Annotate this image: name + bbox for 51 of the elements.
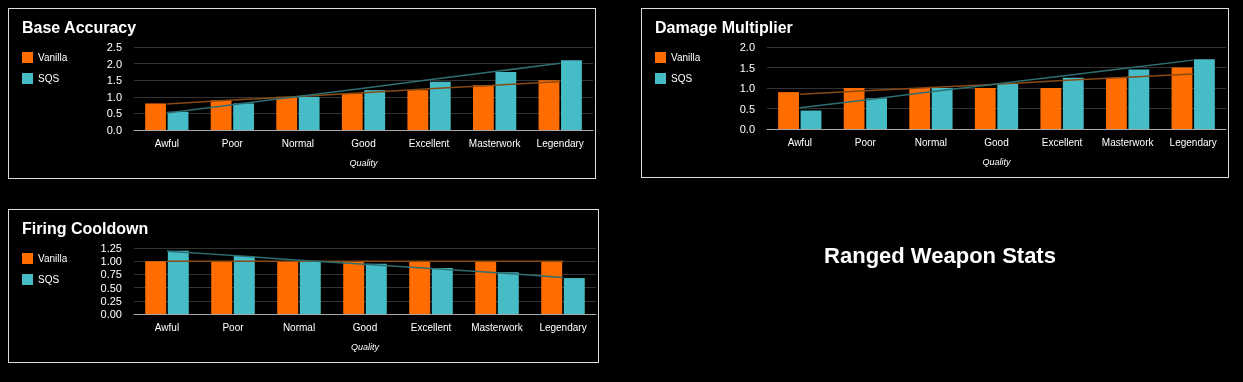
chart-title: Firing Cooldown [22,219,149,237]
x-tick-label: Poor [854,136,877,148]
x-tick-label: Masterwork [471,321,524,333]
y-tick-label: 2.0 [739,41,755,53]
x-axis-title: Quality [350,341,380,352]
x-tick-label: Normal [282,321,316,333]
x-tick-label: Excellent [1041,136,1083,148]
chart-title: Damage Multiplier [655,18,793,36]
y-tick-label: 1.5 [739,61,755,74]
x-tick-label: Poor [222,321,245,333]
y-tick-label: 0.0 [106,124,122,136]
y-tick-label: 2.5 [106,41,122,53]
y-tick-label: 2.0 [106,57,122,70]
y-tick-label: 1.0 [739,82,755,94]
legend-label: SQS [671,73,693,84]
x-tick-label: Good [351,137,376,149]
x-tick-label: Excellent [410,321,452,333]
y-tick-label: 0.75 [100,268,122,281]
y-tick-label: 1.0 [106,90,122,103]
legend-label: SQS [38,274,60,285]
y-tick-label: 0.5 [106,107,122,120]
y-tick-label: 1.00 [100,255,122,268]
chart-title: Base Accuracy [22,18,137,36]
x-tick-label: Good [984,136,1009,148]
y-tick-label: 0.25 [100,294,122,307]
text: Ranged Weapon Stats [824,242,1056,268]
x-tick-label: Poor [221,137,244,149]
x-tick-label: Masterwork [1101,136,1155,148]
legend-label: Vanilla [38,253,68,264]
legend-label: Vanilla [38,52,68,63]
x-tick-label: Normal [281,137,315,149]
legend-label: Vanilla [671,52,701,63]
x-tick-label: Good [352,321,378,333]
x-tick-label: Awful [154,321,180,333]
y-tick-label: 0.00 [100,308,122,320]
x-tick-label: Legendary [1169,136,1217,148]
x-axis-title: Quality [349,157,378,168]
x-tick-label: Awful [787,136,812,148]
x-tick-label: Excellent [408,137,450,149]
x-tick-label: Normal [914,136,948,148]
y-tick-label: 0.5 [739,102,755,115]
y-tick-label: 1.25 [100,242,122,254]
x-tick-label: Masterwork [468,137,522,149]
x-tick-label: Awful [154,137,179,149]
y-tick-label: 0.0 [739,123,755,135]
x-axis-title: Quality [982,156,1011,167]
legend-label: SQS [38,73,60,84]
y-tick-label: 1.5 [106,74,122,87]
y-tick-label: 0.50 [100,281,122,294]
x-tick-label: Legendary [536,137,584,149]
x-tick-label: Legendary [539,321,587,333]
